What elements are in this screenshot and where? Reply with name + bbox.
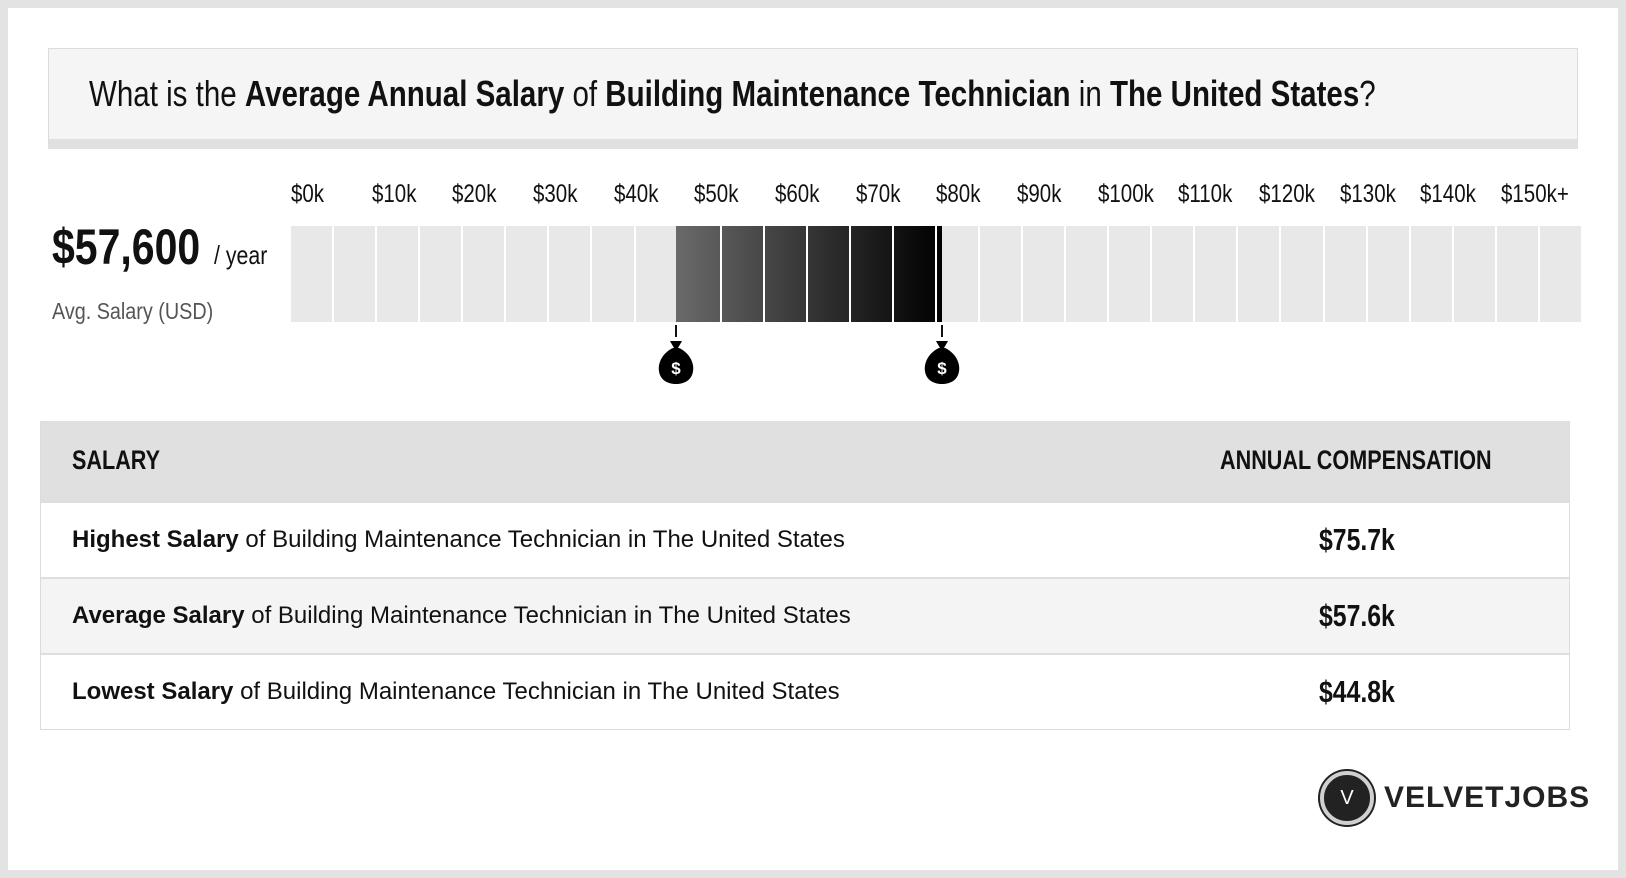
x-tick-label: $10k bbox=[371, 180, 417, 208]
bar-segment bbox=[291, 226, 335, 322]
money-bag-icon: $ bbox=[659, 341, 694, 384]
row-value: $75.7k bbox=[1319, 522, 1395, 557]
column-header-salary: SALARY bbox=[72, 445, 161, 475]
x-tick-label: $70k bbox=[855, 180, 901, 208]
range-divider bbox=[806, 226, 808, 322]
x-tick-label: $20k bbox=[452, 180, 497, 208]
row-value: $44.8k bbox=[1319, 674, 1395, 709]
range-divider bbox=[720, 226, 722, 322]
table-row: Average Salary of Building Maintenance T… bbox=[41, 577, 1569, 653]
x-tick-label: $130k bbox=[1339, 180, 1396, 208]
bar-segment bbox=[1023, 226, 1067, 322]
bar-segment bbox=[980, 226, 1024, 322]
x-tick-label: $110k bbox=[1178, 180, 1233, 208]
range-divider bbox=[763, 226, 765, 322]
logo-mark-icon: V bbox=[1320, 771, 1374, 825]
x-tick-label: $120k bbox=[1259, 180, 1315, 208]
marker-line bbox=[675, 325, 678, 337]
x-tick-label: $50k bbox=[694, 180, 739, 208]
average-salary-label: Avg. Salary (USD) bbox=[52, 298, 214, 324]
highest-salary-marker: $ bbox=[922, 325, 962, 395]
column-header-compensation: ANNUAL COMPENSATION bbox=[1220, 445, 1492, 475]
svg-text:$: $ bbox=[937, 359, 947, 378]
x-tick-label: $0k bbox=[291, 180, 325, 208]
bar-segment bbox=[506, 226, 550, 322]
table-row: Highest Salary of Building Maintenance T… bbox=[41, 501, 1569, 577]
x-tick-label: $80k bbox=[936, 180, 981, 208]
page-title: What is the Average Annual Salary of Bui… bbox=[89, 73, 1376, 114]
average-salary: $57,600 / year bbox=[52, 218, 267, 276]
bar-segment bbox=[936, 226, 980, 322]
row-value: $57.6k bbox=[1319, 598, 1395, 633]
marker-line bbox=[941, 325, 944, 337]
bar-segment bbox=[635, 226, 679, 322]
bar-segment bbox=[1281, 226, 1325, 322]
bar-segment bbox=[1367, 226, 1411, 322]
x-tick-label: $100k bbox=[1097, 180, 1154, 208]
bar-segment bbox=[1453, 226, 1497, 322]
range-divider bbox=[935, 226, 937, 322]
bar-segment bbox=[592, 226, 636, 322]
bar-segment bbox=[549, 226, 593, 322]
salary-table: SALARY ANNUAL COMPENSATION Highest Salar… bbox=[40, 421, 1570, 730]
x-tick-label: $30k bbox=[533, 180, 578, 208]
bar-segment bbox=[1410, 226, 1454, 322]
bar-segment bbox=[1539, 226, 1581, 322]
x-axis-ticks: $0k $10k $20k $30k $40k $50k $60k $70k $80k $90k $… bbox=[291, 180, 1581, 214]
money-bag-icon: $ bbox=[924, 341, 960, 384]
logo-text: VELVETJOBS bbox=[1384, 781, 1591, 814]
table-header: SALARY ANNUAL COMPENSATION bbox=[41, 421, 1569, 501]
bar-segment bbox=[1496, 226, 1540, 322]
row-description: Highest Salary of Building Maintenance T… bbox=[72, 526, 845, 553]
bar-segment bbox=[420, 226, 464, 322]
table-row: Lowest Salary of Building Maintenance Te… bbox=[41, 653, 1569, 729]
bar-segment bbox=[1324, 226, 1368, 322]
x-tick-label: $60k bbox=[775, 180, 820, 208]
title-box: What is the Average Annual Salary of Bui… bbox=[48, 48, 1578, 149]
bar-segment bbox=[1152, 226, 1196, 322]
bar-segment bbox=[334, 226, 378, 322]
range-divider bbox=[892, 226, 894, 322]
x-tick-label: $90k bbox=[1017, 180, 1062, 208]
range-divider bbox=[849, 226, 851, 322]
average-salary-period: / year bbox=[214, 240, 268, 270]
salary-range-fill bbox=[676, 226, 942, 322]
bar-segment bbox=[377, 226, 421, 322]
lowest-salary-marker: $ bbox=[656, 325, 696, 395]
bar-segment bbox=[463, 226, 507, 322]
x-tick-label: $150k+ bbox=[1501, 180, 1569, 208]
average-salary-amount: $57,600 bbox=[52, 219, 201, 275]
bar-segment bbox=[1238, 226, 1282, 322]
bar-segment bbox=[1066, 226, 1110, 322]
bar-segment bbox=[1195, 226, 1239, 322]
row-description: Average Salary of Building Maintenance T… bbox=[72, 602, 851, 629]
svg-text:$: $ bbox=[672, 359, 682, 378]
bar-segment bbox=[1109, 226, 1153, 322]
x-tick-label: $140k bbox=[1420, 180, 1477, 208]
velvetjobs-logo: V VELVETJOBS bbox=[1320, 771, 1589, 827]
x-tick-label: $40k bbox=[613, 180, 659, 208]
row-description: Lowest Salary of Building Maintenance Te… bbox=[72, 678, 840, 705]
